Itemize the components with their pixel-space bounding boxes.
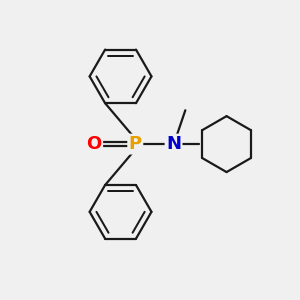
Text: N: N (166, 135, 181, 153)
Text: O: O (86, 135, 102, 153)
Text: P: P (129, 135, 142, 153)
